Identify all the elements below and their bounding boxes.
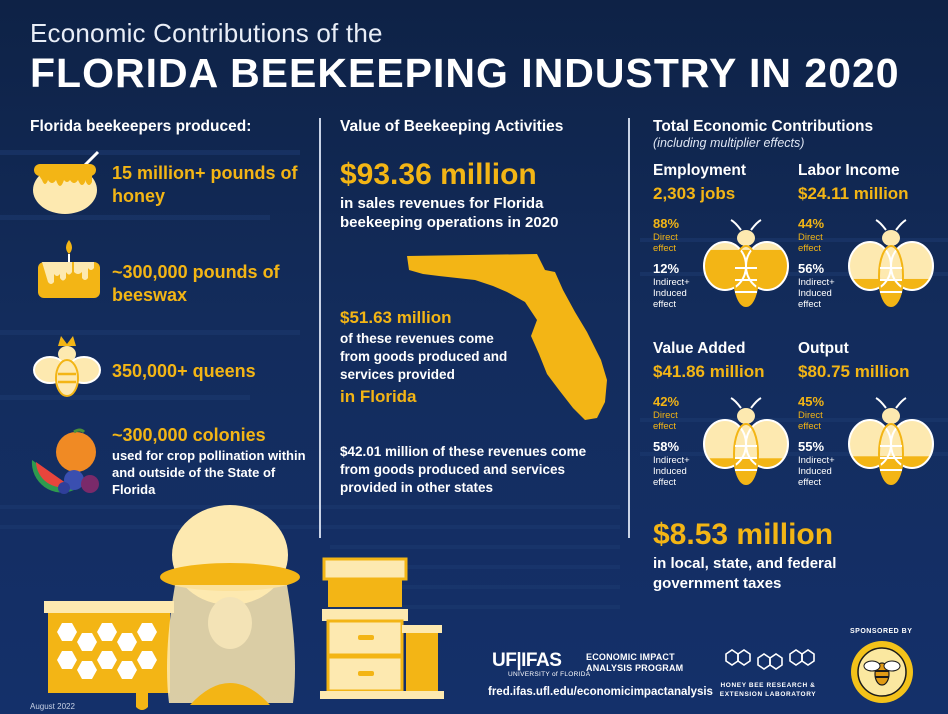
honey-pot-icon [33, 150, 100, 214]
bee-antenna [875, 397, 887, 409]
total-sales-desc: in sales revenues for Florida beekeeping… [340, 195, 559, 231]
bee-head [737, 408, 755, 424]
stat-value: 2,303 jobs [653, 184, 736, 203]
footer-url[interactable]: fred.ifas.ufl.edu/economicimpactanalysis [488, 686, 713, 698]
florida-revenue-desc: of these revenues come from goods produc… [340, 331, 508, 382]
bee-wings-outline [703, 241, 789, 291]
bee-fill-direct [704, 458, 788, 484]
stat-value: $41.86 million [653, 362, 765, 381]
stat-title: Employment [653, 162, 747, 179]
bee-antenna [875, 219, 887, 231]
left-heading: Florida beekeepers produced: [30, 118, 252, 135]
direct-pct: 88% [653, 216, 680, 231]
indirect-label: Indirect+ Induced effect [653, 455, 690, 488]
direct-label: Direct effect [798, 232, 823, 254]
stat-output: Output $80.75 million 45% Direct effect 5… [798, 340, 943, 500]
bee-wings-outline [703, 419, 789, 469]
bee-abdomen-outline [878, 245, 904, 307]
honeycomb-logo-icon [725, 649, 815, 670]
total-sales-value: $93.36 million [340, 158, 537, 191]
colonies-stat: ~300,000 colonies [112, 425, 266, 445]
stat-value-added: Value Added $41.86 million 42% Direct eff… [653, 340, 793, 500]
bee-gauge-icon [848, 397, 934, 485]
indirect-label: Indirect+ Induced effect [653, 277, 690, 310]
program-name: ECONOMIC IMPACT ANALYSIS PROGRAM [586, 652, 684, 673]
sponsor-seal-icon [851, 641, 913, 703]
direct-label: Direct effect [653, 232, 678, 254]
bee-abdomen-outline [733, 245, 759, 307]
footer-date: August 2022 [30, 702, 75, 711]
direct-pct: 45% [798, 394, 825, 409]
column-divider-right [628, 118, 630, 538]
stat-title: Output [798, 340, 849, 357]
bee-wings-outline [848, 241, 934, 291]
right-note: (including multiplier effects) [653, 136, 805, 150]
bee-abdomen-outline [878, 423, 904, 485]
stat-title: Value Added [653, 340, 746, 357]
fruit-icon [31, 428, 99, 494]
indirect-pct: 12% [653, 261, 680, 276]
other-states-value: $42.01 million [340, 444, 429, 459]
bee-antenna [730, 219, 742, 231]
bee-fill-direct [849, 278, 933, 306]
direct-pct: 44% [798, 216, 825, 231]
other-states-block: $42.01 million of these revenues come fr… [340, 443, 608, 497]
queen-bee-icon [33, 336, 101, 397]
direct-label: Direct effect [653, 410, 678, 432]
bee-antenna [750, 219, 762, 231]
stat-employment: Employment 2,303 jobs 88% Direct effect 1… [653, 162, 793, 322]
lab-name: HONEY BEE RESEARCH & EXTENSION LABORATOR… [719, 682, 817, 698]
bee-abdomen-outline [733, 423, 759, 485]
indirect-label: Indirect+ Induced effect [798, 455, 835, 488]
florida-emphasis: in Florida [340, 387, 417, 406]
ifas-logo: UF|IFAS [492, 650, 562, 671]
colonies-desc: used for crop pollination within and out… [112, 448, 306, 497]
stat-value: $24.11 million [798, 184, 909, 203]
indirect-pct: 55% [798, 439, 825, 454]
honey-stat: 15 million+ pounds of honey [112, 163, 298, 206]
other-states-desc: of these revenues come from goods produc… [340, 444, 587, 495]
bee-gauge-icon [848, 219, 934, 307]
taxes-value: $8.53 million [653, 518, 834, 551]
bee-fill-direct [849, 456, 933, 484]
bee-head [737, 230, 755, 246]
bee-wings-outline [848, 419, 934, 469]
bee-antenna [895, 397, 907, 409]
direct-label: Direct effect [798, 410, 823, 432]
indirect-pct: 56% [798, 261, 825, 276]
stat-title: Labor Income [798, 162, 900, 179]
stat-labor-income: Labor Income $24.11 million 44% Direct ef… [798, 162, 943, 322]
bee-gauge-icon [703, 397, 789, 485]
right-heading: Total Economic Contributions [653, 118, 874, 135]
taxes-desc: in local, state, and federal government … [653, 555, 837, 592]
florida-map [407, 254, 607, 420]
ifas-logo-sub: UNIVERSITY of FLORIDA [508, 671, 591, 678]
column-divider-left [319, 118, 321, 538]
bee-head [882, 408, 900, 424]
bee-antenna [895, 219, 907, 231]
stat-value: $80.75 million [798, 362, 910, 381]
page-title: FLORIDA BEEKEEPING INDUSTRY IN 2020 [30, 50, 900, 96]
indirect-label: Indirect+ Induced effect [798, 277, 835, 310]
bee-antenna [750, 397, 762, 409]
florida-revenue-value: $51.63 million [340, 308, 452, 327]
queens-stat: 350,000+ queens [112, 361, 256, 381]
bee-head [882, 230, 900, 246]
beekeeping-illustration [44, 505, 444, 710]
direct-pct: 42% [653, 394, 680, 409]
bee-antenna [730, 397, 742, 409]
bee-gauge-icon [703, 219, 789, 307]
middle-heading: Value of Beekeeping Activities [340, 118, 564, 135]
sponsored-by-label: SPONSORED BY [850, 628, 913, 635]
header-subtitle: Economic Contributions of the [30, 18, 383, 48]
candle-icon [38, 240, 100, 298]
indirect-pct: 58% [653, 439, 680, 454]
beeswax-stat: ~300,000 pounds of beeswax [112, 262, 280, 305]
